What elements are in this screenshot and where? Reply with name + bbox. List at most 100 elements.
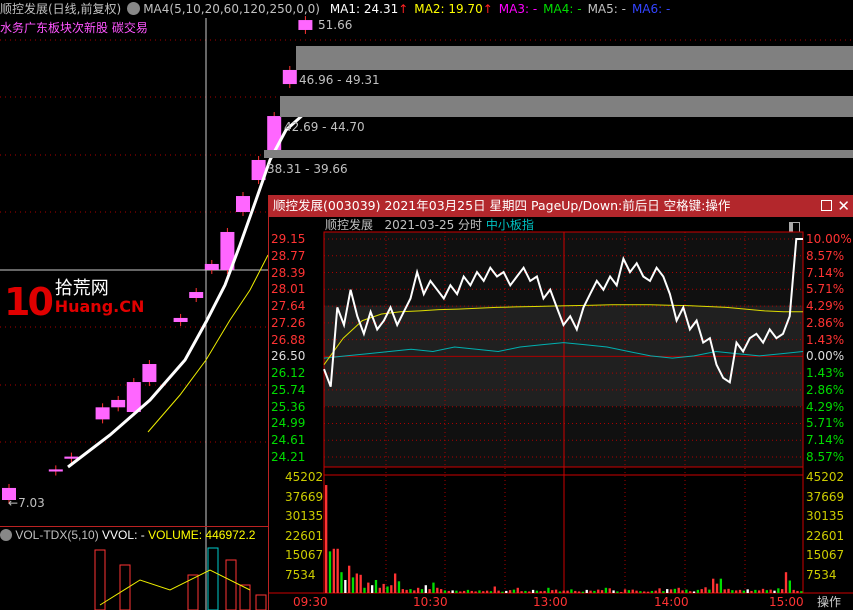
- volume-bar: [359, 574, 362, 593]
- volume-bar: [374, 579, 378, 593]
- volume-bar: [332, 548, 335, 593]
- volume-bar: [577, 591, 581, 593]
- candle: [95, 407, 110, 420]
- watermark-logo: 10 拾荒网 Huang.CN: [4, 278, 145, 325]
- pct-axis-label: 4.29%: [806, 299, 845, 314]
- volume-bar: [735, 590, 738, 593]
- ma-legend-1: MA1: 24.31: [329, 2, 399, 16]
- price-axis-label: 26.88: [271, 332, 306, 347]
- maximize-icon[interactable]: [821, 200, 832, 211]
- volume-bar: [370, 585, 374, 593]
- volume-bar: [646, 591, 650, 593]
- volume-indicator-name: VOL-TDX(5,10): [15, 528, 99, 542]
- dropdown-icon[interactable]: [0, 529, 12, 541]
- volume-bar: [781, 589, 784, 593]
- operate-button[interactable]: 操作: [817, 595, 842, 609]
- volume-bar: [355, 573, 358, 593]
- volume-bar: [478, 590, 481, 593]
- time-axis-label: 10:30: [413, 595, 448, 609]
- volume-axis-label: 30135: [806, 509, 845, 524]
- index-link[interactable]: 中小板指: [485, 218, 534, 232]
- volume-bar: [731, 590, 734, 593]
- price-axis-label: 26.50: [271, 349, 306, 364]
- time-axis-label: 14:00: [654, 595, 689, 609]
- volume-bar: [585, 589, 588, 593]
- price-axis-label: 25.74: [271, 382, 306, 397]
- vvol-value: VVOL: -: [102, 528, 145, 542]
- volume-bar: [443, 590, 447, 593]
- volume-bar: [681, 590, 684, 593]
- price-axis-label: 28.01: [271, 282, 306, 297]
- index-line: [323, 342, 804, 359]
- pct-axis-label: 5.71%: [806, 416, 845, 431]
- volume-bar: [390, 585, 393, 593]
- volume-bar: [239, 584, 251, 610]
- ma-legend-4: MA4: -: [543, 2, 582, 16]
- volume-bar: [520, 591, 523, 593]
- chip-zone-1: [296, 46, 853, 70]
- pct-axis-label: 4.29%: [806, 399, 845, 414]
- volume-bar: [746, 589, 749, 593]
- close-icon[interactable]: ✕: [837, 197, 850, 215]
- volume-bar: [255, 594, 267, 610]
- volume-bar: [340, 572, 343, 593]
- volume-bar: [704, 587, 707, 593]
- volume-bar: [225, 559, 237, 610]
- volume-bar: [432, 582, 435, 593]
- intraday-chart[interactable]: [269, 195, 853, 610]
- mode: 分时: [458, 218, 483, 232]
- volume-bar: [754, 589, 757, 593]
- volume-bar: [658, 588, 661, 593]
- popup-subheader: 顺控发展 2021-03-25 分时 中小板指: [269, 217, 534, 233]
- volume-bar: [712, 578, 715, 593]
- price-axis-label: 28.77: [271, 248, 306, 263]
- intraday-popup[interactable]: 顺控发展(003039) 2021年03月25日 星期四 PageUp/Down…: [268, 195, 853, 610]
- candle: [142, 364, 157, 383]
- volume-bar: [574, 590, 577, 593]
- volume-bar: [409, 589, 412, 593]
- price-line: [323, 238, 803, 388]
- price-axis-label: 28.39: [271, 265, 306, 280]
- price-axis-label: 27.26: [271, 315, 306, 330]
- volume-bar: [508, 590, 512, 593]
- volume-bar: [420, 589, 424, 593]
- volume-bar: [535, 590, 539, 593]
- pct-axis-label: 8.57%: [806, 450, 845, 464]
- candle: [189, 292, 204, 298]
- candle: [173, 317, 188, 322]
- volume-bar: [620, 591, 623, 593]
- popup-title-bar[interactable]: 顺控发展(003039) 2021年03月25日 星期四 PageUp/Down…: [269, 195, 853, 217]
- up-arrow-icon: ↑: [482, 2, 493, 16]
- candle: [126, 382, 141, 413]
- volume-bar: [551, 590, 554, 593]
- low-price-label: ←7.03: [8, 496, 45, 510]
- volume-bar: [792, 589, 795, 593]
- volume-bar: [597, 589, 600, 593]
- volume-bar: [685, 589, 688, 593]
- volume-bar: [696, 589, 700, 593]
- volume-bar: [589, 590, 592, 593]
- volume-axis-label: 45202: [806, 470, 845, 484]
- volume-bar: [501, 591, 504, 593]
- volume-bar: [719, 578, 723, 593]
- volume-bar: [428, 589, 431, 593]
- volume-bar: [742, 590, 746, 593]
- volume-bar: [351, 577, 355, 593]
- candle: [204, 263, 219, 270]
- chip-zone-3: [264, 150, 853, 158]
- volume-bar: [604, 587, 608, 593]
- volume-bar: [94, 549, 106, 610]
- ma-legend-6: MA6: -: [631, 2, 671, 16]
- volume-bar: [325, 485, 328, 593]
- volume-bar: [650, 590, 654, 593]
- dropdown-icon[interactable]: [127, 2, 141, 15]
- volume-bar: [436, 587, 439, 593]
- ma-legend-2: MA2: 19.70: [414, 2, 483, 16]
- chart-title: 顺控发展(日线,前复权): [0, 2, 122, 16]
- volume-bar: [543, 590, 546, 593]
- pct-axis-label: 2.86%: [806, 382, 845, 397]
- volume-bar: [485, 590, 489, 593]
- pct-axis-label: 1.43%: [806, 332, 845, 347]
- ma-legend-3: MA3: -: [498, 2, 538, 16]
- volume-bar: [539, 591, 542, 593]
